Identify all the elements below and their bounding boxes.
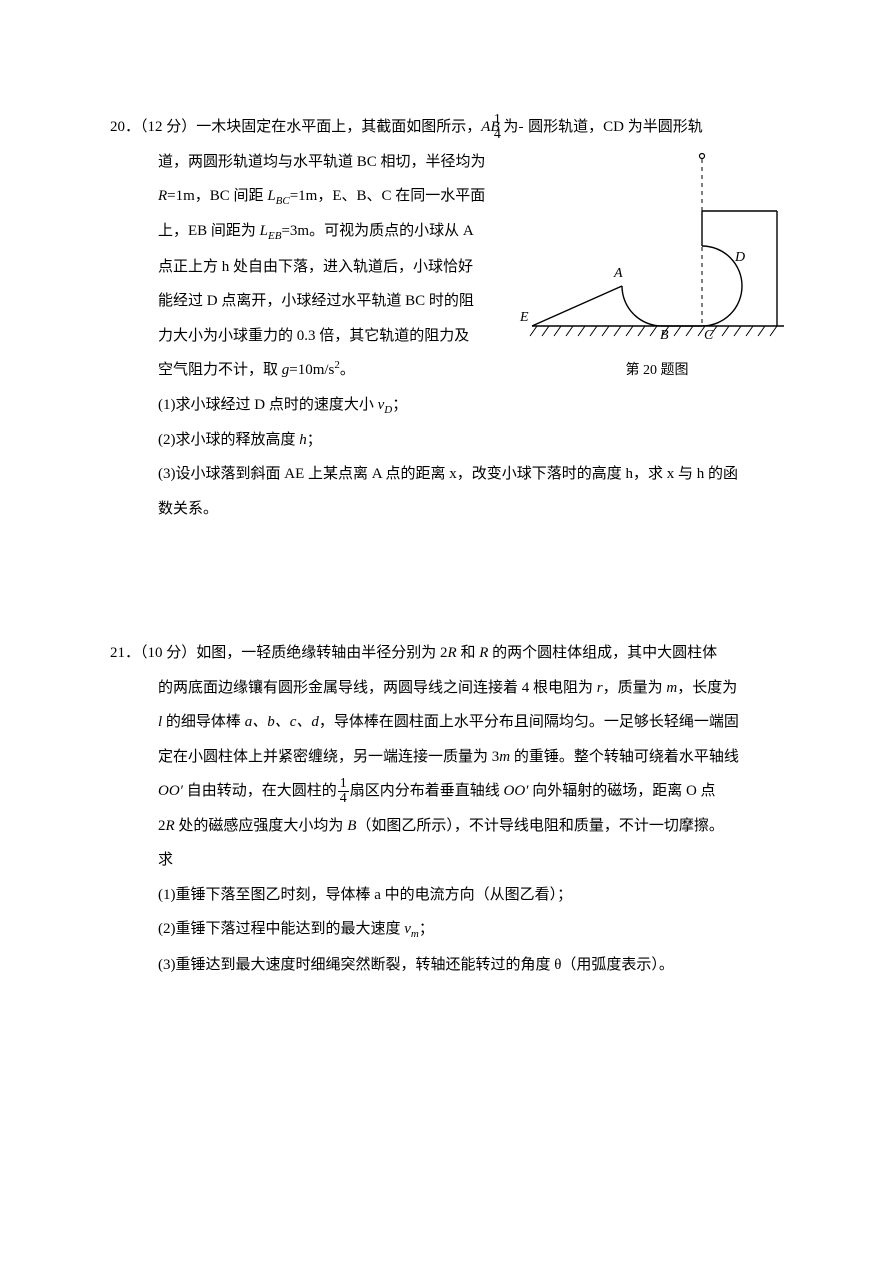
p21-para3: 定在小圆柱体上并紧密缠绕，另一端连接一质量为 3m 的重锤。整个转轴可绕着水平轴…	[158, 740, 792, 775]
text: (2)重锤下落过程中能达到的最大速度	[158, 921, 404, 937]
figure-20: A B C D E 第 20 题图	[522, 151, 792, 383]
label-A: A	[614, 267, 623, 281]
text: （如图乙所示），不计导线电阻和质量，不计一切摩擦。	[356, 818, 724, 834]
p21-q1: (1)重锤下落至图乙时刻，导体棒 a 中的电流方向（从图乙看）；	[158, 878, 792, 913]
problem-20: 20．（12 分）一木块固定在水平面上，其截面如图所示， A B 为14 圆形轨道，…	[110, 110, 792, 526]
label-B: B	[660, 329, 669, 343]
denominator: 4	[338, 792, 349, 806]
text: ；	[419, 921, 434, 937]
text: 和	[457, 645, 480, 661]
text: 2	[158, 818, 166, 834]
p20-q3-line2: 数关系。	[186, 492, 792, 527]
var: a、b、c、d	[245, 714, 319, 730]
text: 定在小圆柱体上并紧密缠绕，另一端连接一质量为 3	[158, 749, 499, 765]
text: ，导体棒在圆柱面上水平分布且间隔均匀。一足够长轻绳一端固	[319, 714, 739, 730]
track-diagram-svg	[522, 151, 792, 356]
problem-number: 21．	[110, 645, 140, 661]
var: L	[267, 188, 275, 204]
text: ，质量为	[603, 680, 667, 696]
p21-body: 的两底面边缘镶有圆形金属导线，两圆导线之间连接着 4 根电阻为 r，质量为 m，…	[158, 671, 792, 982]
sub: BC	[276, 195, 290, 207]
text: =1m，E、B、C 在同一水平面	[290, 188, 486, 204]
text: 自由转动，在大圆柱的	[183, 783, 337, 799]
text: 空气阻力不计，取	[158, 362, 282, 378]
sub: m	[411, 928, 419, 940]
denominator: 4	[519, 128, 523, 142]
text: 如图，一轻质绝缘转轴由半径分别为 2	[196, 645, 447, 661]
p21-stem-line1: 21．（10 分）如图，一轻质绝缘转轴由半径分别为 2R 和 R 的两个圆柱体组…	[158, 636, 792, 671]
text: 的两底面边缘镶有圆形金属导线，两圆导线之间连接着 4 根电阻为	[158, 680, 597, 696]
var: m	[666, 680, 677, 696]
text: 圆形轨道，CD 为半圆形轨	[524, 119, 702, 135]
var: v	[404, 921, 411, 937]
numerator: 1	[338, 777, 349, 792]
text: =3m。可视为质点的小球从 A	[281, 223, 473, 239]
p21-para5: 2R 处的磁感应强度大小均为 B（如图乙所示），不计导线电阻和质量，不计一切摩擦…	[158, 809, 792, 844]
p20-body: A B C D E 第 20 题图 道，两圆形轨道均与水平轨道 BC 相切，半径…	[158, 145, 792, 492]
p20-q3-line1: (3)设小球落到斜面 AE 上某点离 A 点的距离 x，改变小球下落时的高度 h…	[158, 457, 792, 492]
points: （10 分）	[140, 645, 196, 661]
var: R	[166, 818, 175, 834]
text: 处的磁感应强度大小均为	[175, 818, 348, 834]
fraction: 14	[519, 113, 523, 142]
points: （12 分）	[140, 119, 196, 135]
text: (1)求小球经过 D 点时的速度大小	[158, 397, 378, 413]
text: 。	[340, 362, 355, 378]
p21-para4: OO′ 自由转动，在大圆柱的14扇区内分布着垂直轴线 OO′ 向外辐射的磁场，距…	[158, 774, 792, 809]
numerator: 1	[519, 113, 523, 128]
problem-21: 21．（10 分）如图，一轻质绝缘转轴由半径分别为 2R 和 R 的两个圆柱体组…	[110, 636, 792, 982]
fraction: 14	[338, 777, 349, 806]
label-E: E	[520, 311, 529, 325]
p21-para1: 的两底面边缘镶有圆形金属导线，两圆导线之间连接着 4 根电阻为 r，质量为 m，…	[158, 671, 792, 706]
text: =10m/s	[289, 362, 334, 378]
figure-canvas: A B C D E	[522, 151, 792, 356]
var: B	[347, 818, 356, 834]
p20-stem-line1: 20．（12 分）一木块固定在水平面上，其截面如图所示，AB 为14 圆形轨道，…	[158, 110, 792, 145]
text: 的重锤。整个转轴可绕着水平轴线	[510, 749, 739, 765]
p20-q2: (2)求小球的释放高度 h；	[158, 423, 792, 458]
var: R	[448, 645, 457, 661]
text: 为	[500, 119, 519, 135]
label-C: C	[704, 329, 713, 343]
text: 上，EB 间距为	[158, 223, 260, 239]
var: OO′	[158, 783, 183, 799]
sub: EB	[268, 230, 281, 242]
text: 的细导体棒	[162, 714, 245, 730]
text: =1m，BC 间距	[167, 188, 267, 204]
var: OO′	[503, 783, 528, 799]
text: 一木块固定在水平面上，其截面如图所示，	[196, 119, 481, 135]
p21-q2: (2)重锤下落过程中能达到的最大速度 vm；	[158, 912, 792, 947]
text: ；	[307, 432, 322, 448]
var: h	[299, 432, 307, 448]
p21-para6: 求	[158, 843, 792, 878]
figure-caption: 第 20 题图	[522, 358, 792, 383]
text: (2)求小球的释放高度	[158, 432, 299, 448]
p21-para2: l 的细导体棒 a、b、c、d，导体棒在圆柱面上水平分布且间隔均匀。一足够长轻绳…	[158, 705, 792, 740]
var: m	[499, 749, 510, 765]
text: 扇区内分布着垂直轴线	[350, 783, 504, 799]
p21-q3: (3)重锤达到最大速度时细绳突然断裂，转轴还能转过的角度 θ（用弧度表示）。	[158, 948, 792, 983]
sub: D	[384, 404, 392, 416]
var: L	[260, 223, 268, 239]
p20-q1: (1)求小球经过 D 点时的速度大小 vD；	[158, 388, 792, 423]
var: R	[158, 188, 167, 204]
text: ，长度为	[677, 680, 737, 696]
text: 的两个圆柱体组成，其中大圆柱体	[488, 645, 717, 661]
text: ；	[392, 397, 407, 413]
text: 向外辐射的磁场，距离 O 点	[528, 783, 715, 799]
label-D: D	[735, 251, 745, 265]
problem-number: 20．	[110, 119, 140, 135]
